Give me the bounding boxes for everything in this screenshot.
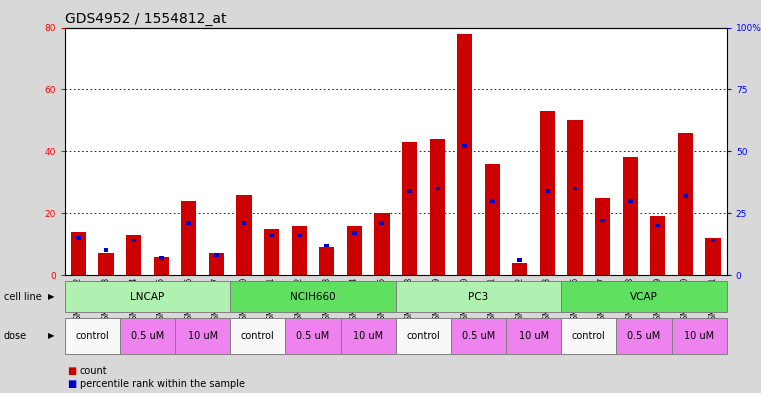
Bar [407,189,412,193]
Bar [517,258,522,262]
Bar [678,133,693,275]
Text: NCIH660: NCIH660 [290,292,336,302]
Bar [462,145,467,148]
Bar [512,263,527,275]
Bar [561,281,727,312]
Bar [230,281,396,312]
Bar [485,163,500,275]
Text: GDS4952 / 1554812_at: GDS4952 / 1554812_at [65,13,226,26]
Bar [269,233,274,237]
Bar [655,224,661,228]
Bar [595,198,610,275]
Text: 10 uM: 10 uM [187,331,218,341]
Bar [98,253,113,275]
Bar [396,281,561,312]
Text: 10 uM: 10 uM [518,331,549,341]
Bar [616,318,671,354]
Bar [264,229,279,275]
Bar [490,199,495,203]
Bar [103,248,109,252]
Bar [209,253,224,275]
Bar [435,187,440,190]
Text: 0.5 uM: 0.5 uM [296,331,330,341]
Bar [230,318,285,354]
Bar [159,256,164,260]
Bar [650,216,665,275]
Bar [214,253,219,257]
Text: 10 uM: 10 uM [353,331,384,341]
Bar [396,318,451,354]
Bar [237,195,252,275]
Text: control: control [75,331,109,341]
Text: percentile rank within the sample: percentile rank within the sample [80,379,245,389]
Bar [352,231,357,235]
Bar [76,236,81,240]
Bar [711,239,715,242]
Bar [340,318,396,354]
Bar [457,34,473,275]
Bar [241,221,247,225]
Bar [175,318,230,354]
Bar [297,233,301,237]
Bar [374,213,390,275]
Text: control: control [572,331,606,341]
Bar [402,142,417,275]
Bar [622,158,638,275]
Bar [572,187,578,190]
Bar [451,318,506,354]
Bar [285,318,341,354]
Bar [683,194,688,198]
Bar [628,199,632,203]
Bar [380,221,384,225]
Text: control: control [241,331,275,341]
Text: ■: ■ [67,366,76,376]
Bar [506,318,561,354]
Text: PC3: PC3 [468,292,489,302]
Text: control: control [406,331,440,341]
Bar [324,244,330,247]
Bar [600,219,605,222]
Text: count: count [80,366,107,376]
Bar [154,257,169,275]
Bar [429,139,444,275]
Text: 10 uM: 10 uM [684,331,715,341]
Text: LNCAP: LNCAP [130,292,164,302]
Bar [540,111,555,275]
Bar [119,318,175,354]
Text: ▶: ▶ [48,332,55,340]
Text: 0.5 uM: 0.5 uM [462,331,495,341]
Text: ■: ■ [67,379,76,389]
Bar [71,232,86,275]
Text: 0.5 uM: 0.5 uM [131,331,164,341]
Text: dose: dose [4,331,27,341]
Bar [705,238,721,275]
Bar [545,189,550,193]
Bar [181,201,196,275]
Bar [291,226,307,275]
Bar [347,226,362,275]
Text: ▶: ▶ [48,292,55,301]
Bar [186,221,191,225]
Bar [65,281,230,312]
Bar [568,120,583,275]
Text: VCAP: VCAP [630,292,658,302]
Bar [671,318,727,354]
Bar [131,239,136,242]
Text: 0.5 uM: 0.5 uM [627,331,661,341]
Bar [126,235,142,275]
Text: cell line: cell line [4,292,42,302]
Bar [319,247,334,275]
Bar [561,318,616,354]
Bar [65,318,119,354]
